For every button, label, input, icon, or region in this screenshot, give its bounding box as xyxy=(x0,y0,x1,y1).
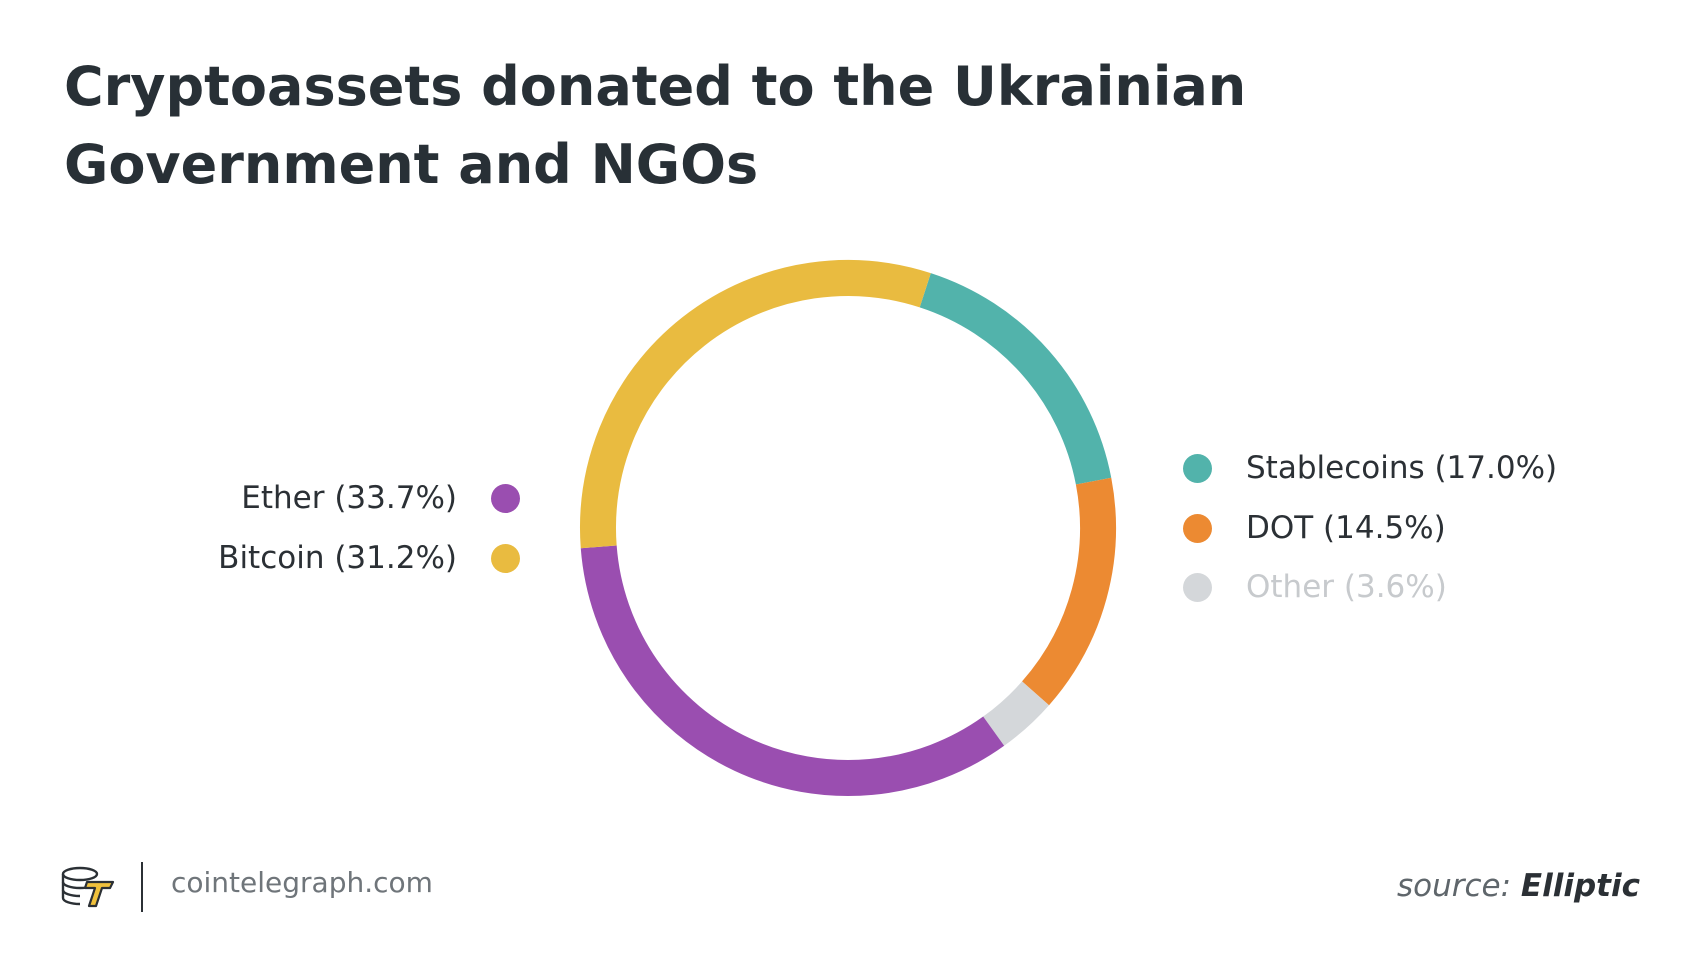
donut-slice-bitcoin xyxy=(580,260,931,549)
legend-dot-bitcoin xyxy=(491,543,520,573)
legend-item-other: Other (3.6%) xyxy=(1183,569,1447,605)
cointelegraph-logo-icon xyxy=(61,866,115,908)
legend-label-other: Other (3.6%) xyxy=(1246,569,1447,605)
donut-slice-stablecoins xyxy=(919,273,1112,485)
chart-title: Cryptoassets donated to the Ukrainian Go… xyxy=(64,55,1247,196)
donut-slice-dot xyxy=(1021,477,1116,706)
source-prefix: source: xyxy=(1396,868,1512,904)
footer-divider xyxy=(141,862,143,912)
legend-dot-stablecoins xyxy=(1183,453,1212,483)
legend-label-ether: Ether (33.7%) xyxy=(241,480,457,516)
legend-item-ether: Ether (33.7%) xyxy=(241,480,520,516)
legend-item-bitcoin: Bitcoin (31.2%) xyxy=(218,540,520,576)
legend-label-stablecoins: Stablecoins (17.0%) xyxy=(1246,450,1558,486)
legend-dot-other xyxy=(1183,572,1212,602)
donut-slice-other xyxy=(982,681,1050,746)
legend-label-dot: DOT (14.5%) xyxy=(1246,510,1446,546)
source-name: Elliptic xyxy=(1520,868,1640,904)
donut-slice-ether xyxy=(580,545,1005,796)
legend-item-stablecoins: Stablecoins (17.0%) xyxy=(1183,450,1557,486)
footer-source: source: Elliptic xyxy=(1397,868,1640,904)
footer-site-link[interactable]: cointelegraph.com xyxy=(171,866,433,899)
legend-dot-dot xyxy=(1183,513,1212,543)
legend-dot-ether xyxy=(491,483,520,513)
legend-label-bitcoin: Bitcoin (31.2%) xyxy=(218,540,457,576)
legend-item-dot: DOT (14.5%) xyxy=(1183,510,1446,546)
